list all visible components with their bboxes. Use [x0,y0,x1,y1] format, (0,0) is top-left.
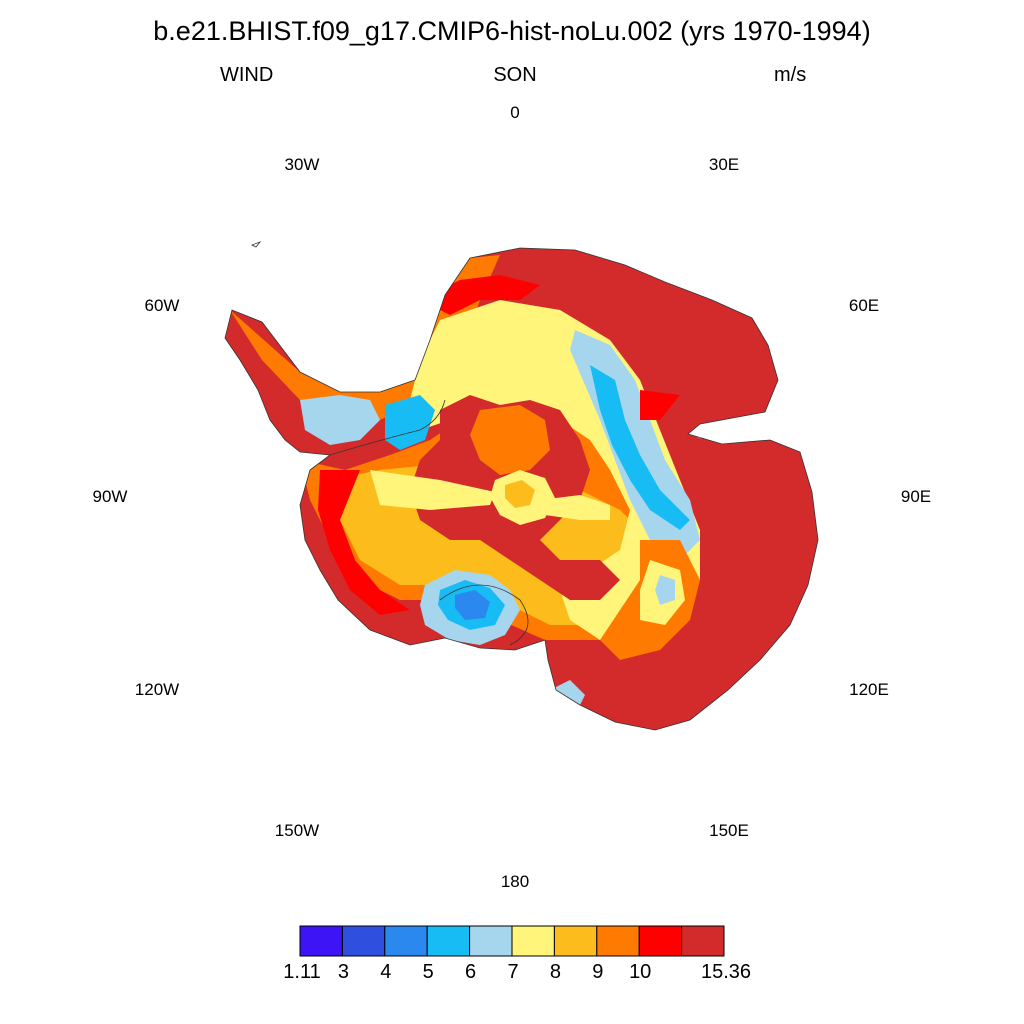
ronne-ice-shelf-line [329,399,446,456]
lon-label-30e: 30E [708,155,740,174]
colorbar-swatch-3 [426,925,471,957]
colorbar-swatch-7 [596,925,640,957]
lon-label-60w: 60W [144,296,180,315]
colorbar-swatch-8 [638,925,683,957]
colorbar-label-2: 4 [380,961,392,983]
lon-label-120w: 120W [134,680,180,699]
ross-ice-shelf-line [439,584,529,646]
field-ross-blue [455,590,490,620]
south-shetland-island [251,241,262,248]
lon-label-180: 180 [500,872,530,891]
field-east-lightblue [655,575,675,605]
colorbar-swatch-9 [681,925,725,957]
field-band-cyan-e [590,365,690,530]
units-label: m/s [774,64,807,86]
lon-label-90e: 90E [900,487,932,506]
field-fringe-red-ne [640,390,680,420]
lon-label-120e: 120E [849,680,889,699]
colorbar-label-1: 3 [337,961,349,983]
lon-label-90w: 90W [92,487,128,506]
field-fringe-red-w [318,470,410,615]
colorbar-label-0: 1.11 [283,961,321,983]
colorbar-label-8: 10 [629,961,652,983]
season-label: SON [493,64,537,86]
colorbar-swatch-6 [553,925,598,957]
colorbar-label-5: 7 [507,961,519,983]
field-pole-amber [505,480,535,508]
field-spoke-e [540,495,610,520]
field-weddell-cyan [385,395,435,450]
lon-label-60e: 60E [848,296,880,315]
colorbar-label-4: 6 [465,961,477,983]
field-core-orange [470,405,550,475]
colorbar-swatch-2 [384,925,428,957]
colorbar-swatch-5 [511,925,555,957]
variable-label: WIND [220,64,274,86]
colorbar-label-9: 15.36 [700,961,752,983]
lon-label-150w: 150W [274,821,320,840]
colorbar-label-3: 5 [422,961,434,983]
colorbar-swatch-4 [469,925,513,957]
field-spoke-w [370,470,495,510]
plot-title: b.e21.BHIST.f09_g17.CMIP6-hist-noLu.002 … [153,16,871,46]
lon-label-30w: 30W [284,155,320,174]
colorbar-label-7: 9 [592,961,604,983]
colorbar-label-6: 8 [549,961,561,983]
lon-label-0: 0 [510,103,520,122]
field-peninsula-lightblue [300,395,380,445]
colorbar-swatch-1 [341,925,386,957]
lon-label-150e: 150E [709,821,749,840]
colorbar-swatch-0 [299,925,343,957]
